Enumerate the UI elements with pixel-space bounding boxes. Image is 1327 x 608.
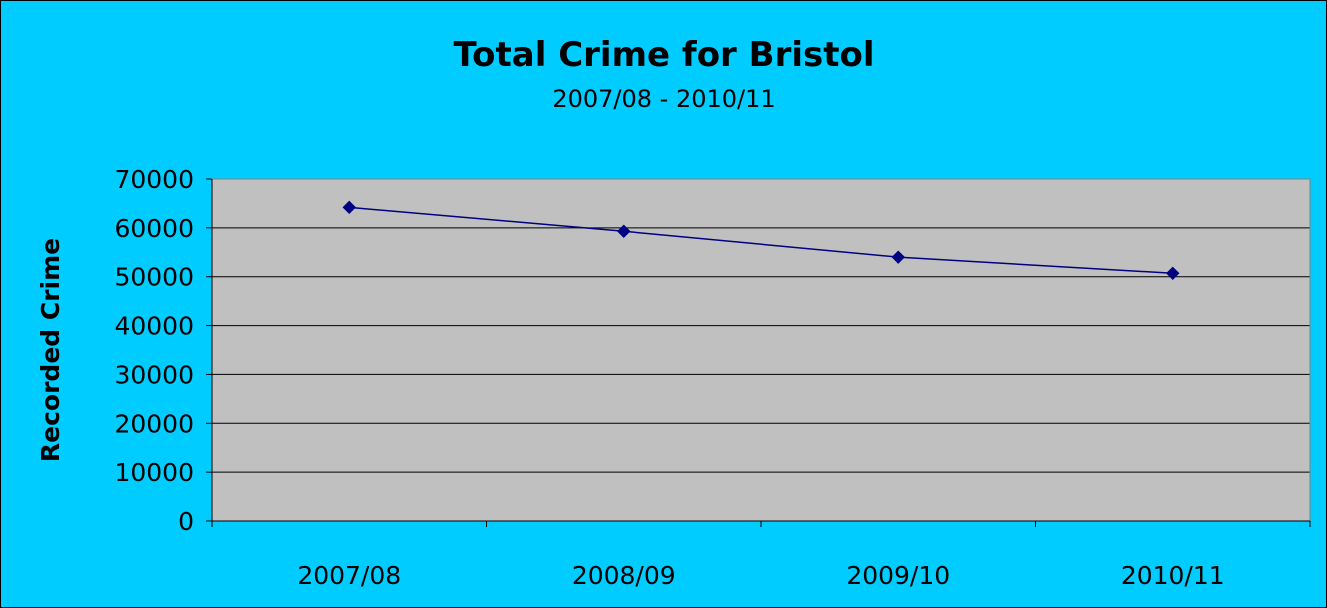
y-tick-label: 20000 — [114, 409, 194, 438]
data-point-marker — [1166, 266, 1180, 281]
data-point-marker — [891, 250, 905, 264]
plot-area — [212, 179, 1310, 521]
data-point-marker — [342, 200, 356, 215]
x-tick-label: 2009/10 — [846, 561, 950, 590]
y-tick-label: 60000 — [114, 214, 194, 243]
chart-subtitle: 2007/08 - 2010/11 — [552, 85, 775, 113]
x-tick-label: 2007/08 — [297, 561, 401, 590]
x-tick-label: 2010/11 — [1121, 561, 1225, 590]
series-group — [342, 200, 1180, 281]
y-axis-tick-labels: 0 10000 20000 30000 40000 50000 60000 70000 — [114, 165, 194, 536]
x-axis-tick-labels: 2007/08 2008/09 2009/10 2010/11 — [297, 561, 1224, 590]
y-tick-label: 10000 — [114, 458, 194, 487]
series-line — [349, 206, 1173, 275]
data-point-marker — [617, 224, 631, 238]
x-tick-label: 2008/09 — [572, 561, 676, 590]
y-tick-label: 70000 — [114, 165, 194, 194]
axes — [206, 178, 1311, 527]
y-axis-label: Recorded Crime — [36, 238, 65, 462]
y-tick-label: 30000 — [114, 360, 194, 389]
chart-title: Total Crime for Bristol — [453, 35, 874, 75]
y-tick-label: 40000 — [114, 312, 194, 341]
y-tick-label: 0 — [178, 507, 194, 536]
y-tick-label: 50000 — [114, 263, 194, 292]
